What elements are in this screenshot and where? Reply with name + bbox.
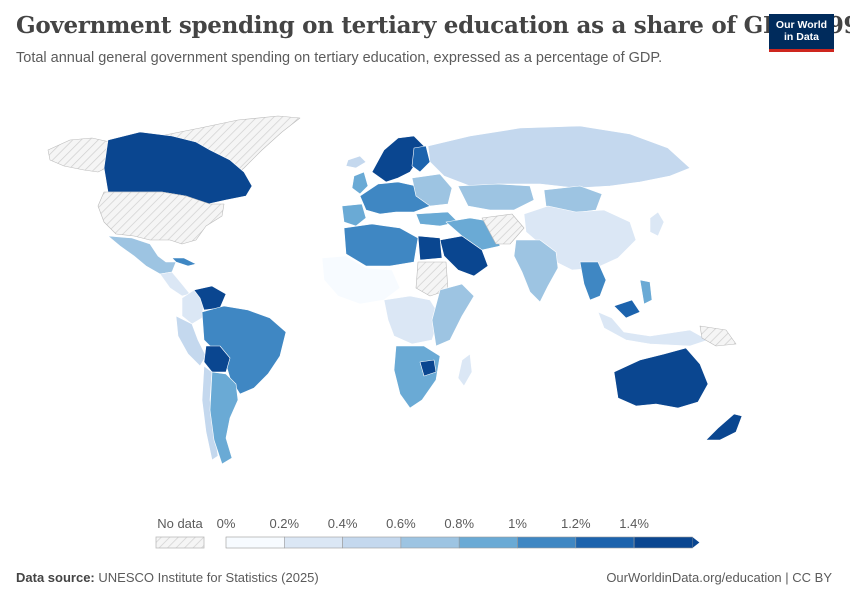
legend-arrow-icon xyxy=(692,537,700,548)
region-southern-africa[interactable] xyxy=(393,345,441,409)
region-mongolia[interactable] xyxy=(543,185,603,215)
world-map xyxy=(47,115,743,465)
region-madagascar[interactable] xyxy=(457,353,473,387)
region-mexico[interactable] xyxy=(107,235,177,275)
legend-bin-2[interactable] xyxy=(342,536,402,549)
legend-tick-label: 1.4% xyxy=(619,516,649,531)
legend-bin-4[interactable] xyxy=(458,536,518,549)
region-uk[interactable] xyxy=(351,171,369,195)
legend-bin-5[interactable] xyxy=(517,536,577,549)
region-argentina[interactable] xyxy=(209,371,239,465)
legend-bin-0[interactable] xyxy=(225,536,285,549)
legend-tick-label: 0.6% xyxy=(386,516,416,531)
legend-tick-label: 1.2% xyxy=(561,516,591,531)
region-east-africa[interactable] xyxy=(431,283,475,347)
data-source: Data source: UNESCO Institute for Statis… xyxy=(16,570,319,585)
data-source-text[interactable]: UNESCO Institute for Statistics (2025) xyxy=(98,570,319,585)
logo-line-1: Our World xyxy=(775,19,828,31)
region-central-america[interactable] xyxy=(159,271,191,297)
region-papua-new-guinea[interactable] xyxy=(699,325,737,347)
legend-no-data-label: No data xyxy=(157,516,203,531)
region-west-africa[interactable] xyxy=(321,255,401,305)
legend-bin-7[interactable] xyxy=(633,536,693,549)
region-usa[interactable] xyxy=(97,191,225,245)
legend-no-data-swatch[interactable] xyxy=(155,536,205,549)
legend-bin-3[interactable] xyxy=(400,536,460,549)
footer-url[interactable]: OurWorldinData.org/education | CC BY xyxy=(606,570,832,585)
region-iran-region[interactable] xyxy=(481,213,525,245)
legend-tick-label: 0% xyxy=(217,516,236,531)
region-malaysia[interactable] xyxy=(613,299,641,319)
region-india[interactable] xyxy=(513,239,559,303)
legend-tick-label: 0.2% xyxy=(269,516,299,531)
owid-logo[interactable]: Our World in Data xyxy=(769,14,834,52)
region-cuba[interactable] xyxy=(171,257,197,267)
region-philippines[interactable] xyxy=(639,279,653,305)
legend-tick-label: 1% xyxy=(508,516,527,531)
region-indonesia[interactable] xyxy=(597,311,709,347)
chart-subtitle: Total annual general government spending… xyxy=(16,50,663,66)
region-southeast-asia[interactable] xyxy=(579,261,607,301)
region-egypt[interactable] xyxy=(417,235,443,261)
region-russia[interactable] xyxy=(427,125,691,189)
region-kazakhstan[interactable] xyxy=(457,183,535,211)
region-central-africa[interactable] xyxy=(383,295,441,345)
logo-line-2: in Data xyxy=(783,31,819,43)
legend-bin-1[interactable] xyxy=(284,536,343,549)
region-japan[interactable] xyxy=(649,211,665,237)
region-north-africa[interactable] xyxy=(343,223,419,267)
legend-tick-label: 0.8% xyxy=(444,516,474,531)
legend-bin-6[interactable] xyxy=(575,536,635,549)
region-eastern-europe[interactable] xyxy=(411,173,453,207)
region-alaska[interactable] xyxy=(47,137,111,173)
legend-tick-label: 0.4% xyxy=(328,516,358,531)
region-iberia[interactable] xyxy=(341,203,367,227)
chart-title: Government spending on tertiary educatio… xyxy=(16,12,850,39)
region-saudi-arabia[interactable] xyxy=(439,235,489,277)
map-legend: No data 0% 0.2% 0.4% 0.6% 0.8% 1% 1.2% 1.4% xyxy=(155,516,700,549)
data-source-label: Data source: xyxy=(16,570,95,585)
region-iceland[interactable] xyxy=(345,155,367,169)
region-australia[interactable] xyxy=(613,347,709,409)
region-bolivia[interactable] xyxy=(203,345,231,373)
region-zimbabwe[interactable] xyxy=(419,359,437,377)
region-new-zealand[interactable] xyxy=(705,413,743,441)
region-peru[interactable] xyxy=(175,315,207,367)
region-finland[interactable] xyxy=(411,145,431,173)
